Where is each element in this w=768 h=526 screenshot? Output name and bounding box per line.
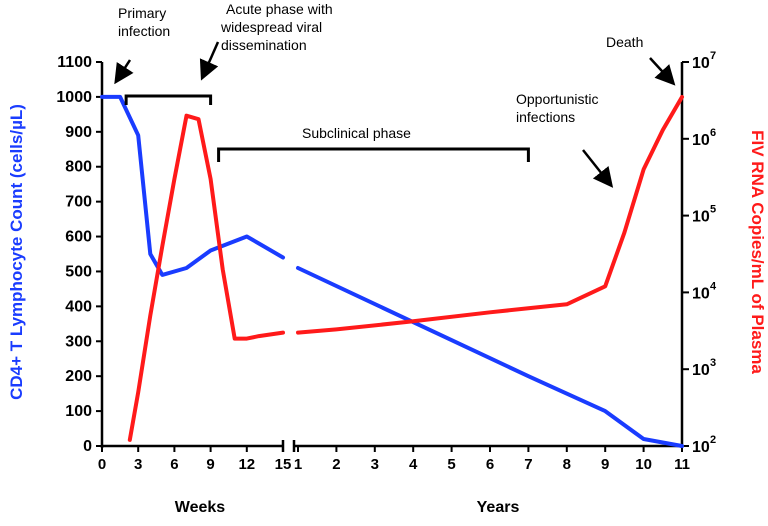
- opportunistic-arrow: [582, 149, 614, 188]
- annotation-opportunistic-1: Opportunistic: [516, 91, 598, 107]
- x-weeks-tick-label: 0: [98, 456, 106, 473]
- series-layer: [100, 94, 684, 448]
- y-right-tick-exponent: 4: [710, 280, 717, 292]
- y-left-tick-label: 300: [65, 333, 92, 350]
- y-left-tick-label: 1100: [57, 54, 92, 71]
- y-right-tick-base: 10: [692, 362, 710, 379]
- x-axis-label-weeks: Weeks: [175, 499, 226, 516]
- x-weeks-tick-label: 9: [206, 456, 214, 473]
- y-right-tick-base: 10: [692, 132, 710, 149]
- y-left-tick-label: 200: [65, 368, 92, 385]
- y-left-tick-label: 100: [65, 403, 92, 420]
- annotation-primary-1: Primary: [118, 5, 166, 21]
- x-years-tick-label: 6: [486, 456, 494, 473]
- y-left-tick-label: 800: [65, 159, 92, 176]
- acute-bracket: [124, 94, 213, 105]
- annotation-layer: Primary infection Acute phase with widespre…: [114, 1, 676, 188]
- subclinical-bracket: [217, 147, 530, 162]
- x-weeks-tick-label: 6: [170, 456, 178, 473]
- acute-arrow: [199, 41, 220, 81]
- label-layer: CD4+ T Lymphocyte Count (cells/µL) FIV R…: [7, 104, 767, 516]
- annotation-acute-3: dissemination: [221, 37, 307, 53]
- x-weeks-tick-label: 3: [134, 456, 142, 473]
- annotation-acute-2: widespread viral: [220, 19, 322, 35]
- y-left-tick-label: 600: [65, 229, 92, 246]
- x-years-tick-label: 8: [563, 456, 571, 473]
- annotation-subclinical: Subclinical phase: [302, 125, 411, 141]
- y-left-tick-label: 1000: [56, 89, 92, 106]
- y-right-tick-base: 10: [692, 55, 710, 72]
- y-left-tick-label: 0: [83, 438, 92, 455]
- series-0-years-line: [296, 266, 684, 448]
- y-right-tick-base: 10: [692, 285, 710, 302]
- x-years-tick-label: 5: [447, 456, 455, 473]
- y-left-tick-label: 400: [65, 298, 92, 315]
- annotation-primary-2: infection: [118, 23, 170, 39]
- x-years-tick-label: 3: [371, 456, 379, 473]
- primary-arrow: [114, 59, 134, 85]
- y-axis-label-left: CD4+ T Lymphocyte Count (cells/µL): [7, 104, 26, 400]
- y-right-tick-base: 10: [692, 209, 710, 226]
- x-years-tick-label: 10: [635, 456, 652, 473]
- x-years-tick-label: 7: [524, 456, 532, 473]
- y-left-tick-label: 900: [65, 124, 92, 141]
- series-1-weeks-line: [127, 113, 285, 442]
- annotation-death: Death: [606, 34, 643, 50]
- annotation-acute-1: Acute phase with: [226, 1, 333, 17]
- x-years-tick-label: 11: [674, 456, 690, 473]
- y-right-tick-exponent: 2: [710, 434, 716, 446]
- x-years-tick-label: 4: [409, 456, 418, 473]
- x-weeks-tick-label: 15: [275, 456, 292, 473]
- y-right-tick-base: 10: [692, 439, 710, 456]
- series-1-years-line: [296, 95, 684, 335]
- y-left-tick-label: 700: [65, 194, 92, 211]
- y-right-tick-exponent: 3: [710, 357, 716, 369]
- x-years-tick-label: 1: [294, 456, 302, 473]
- x-years-tick-label: 2: [332, 456, 340, 473]
- x-axis-label-years: Years: [477, 499, 520, 516]
- y-right-tick-exponent: 7: [710, 50, 716, 62]
- y-right-tick-exponent: 5: [710, 204, 716, 216]
- death-arrow: [649, 57, 676, 86]
- y-left-tick-label: 500: [65, 263, 92, 280]
- x-weeks-tick-label: 12: [238, 456, 255, 473]
- y-right-tick-exponent: 6: [710, 127, 716, 139]
- series-0-weeks-line: [100, 94, 285, 277]
- x-years-tick-label: 9: [601, 456, 609, 473]
- annotation-opportunistic-2: infections: [516, 109, 575, 125]
- y-axis-label-right: FIV RNA Copies/mL of Plasma: [748, 130, 767, 374]
